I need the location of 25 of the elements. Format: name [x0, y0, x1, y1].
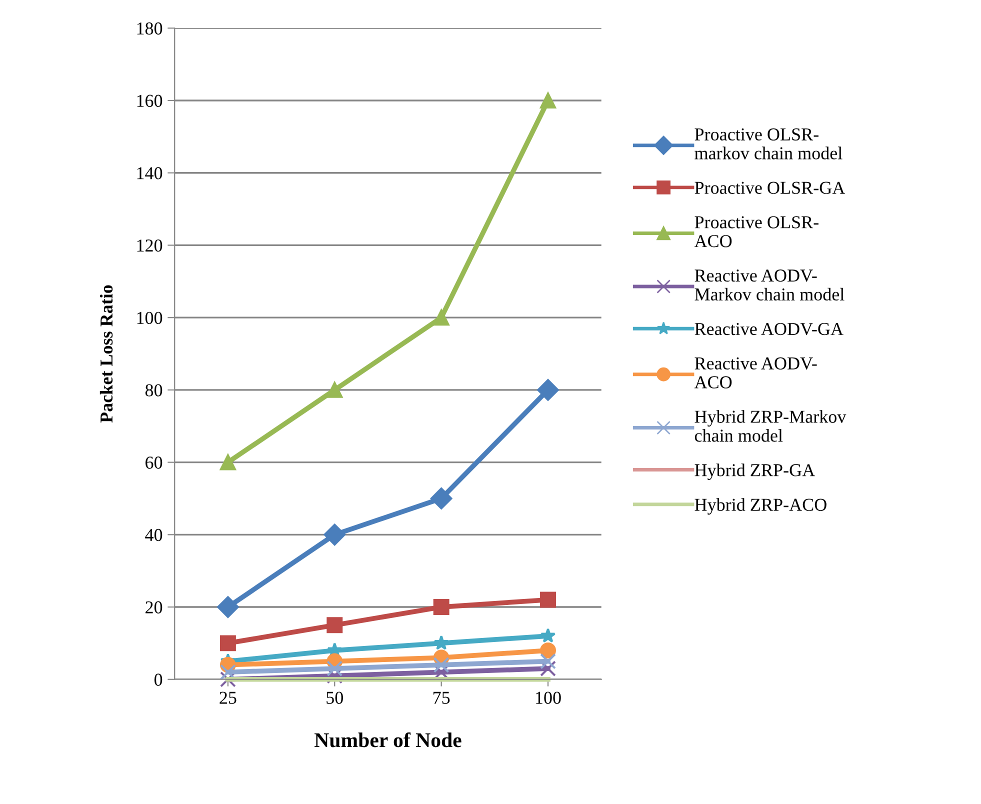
- x-tick-label: 100: [536, 692, 561, 704]
- y-tick-label: 160: [137, 94, 162, 107]
- y-axis-title: Packet Loss Ratio: [100, 285, 113, 423]
- y-tick-label: 60: [146, 456, 162, 469]
- legend-label: Reactive AODV- Markov chain model: [694, 270, 844, 301]
- legend-label: Proactive OLSR- markov chain model: [694, 128, 842, 160]
- y-tick-label: 20: [146, 601, 162, 614]
- legend-label: Reactive AODV-GA: [694, 322, 844, 336]
- x-tick-label: 25: [220, 692, 236, 704]
- legend-label: Proactive OLSR- ACO: [694, 216, 818, 248]
- legend-label: Hybrid ZRP-ACO: [694, 498, 826, 515]
- y-tick-label: 40: [145, 528, 162, 542]
- x-tick-label: 50: [326, 692, 343, 704]
- legend-label: Hybrid ZRP-Markov chain model: [694, 410, 846, 442]
- x-tick-label: 75: [433, 692, 450, 704]
- y-tick-label: 0: [154, 674, 162, 686]
- y-tick-label: 180: [137, 22, 162, 35]
- x-axis-title: Number of Node: [314, 732, 462, 748]
- legend-label: Reactive AODV- ACO: [694, 357, 817, 388]
- y-tick-label: 140: [137, 167, 162, 180]
- y-tick-label: 80: [145, 384, 162, 396]
- y-tick-label: 100: [137, 312, 162, 324]
- legend-label: Proactive OLSR-GA: [694, 182, 846, 194]
- y-tick-label: 120: [137, 239, 162, 252]
- legend-label: Hybrid ZRP-GA: [694, 464, 815, 480]
